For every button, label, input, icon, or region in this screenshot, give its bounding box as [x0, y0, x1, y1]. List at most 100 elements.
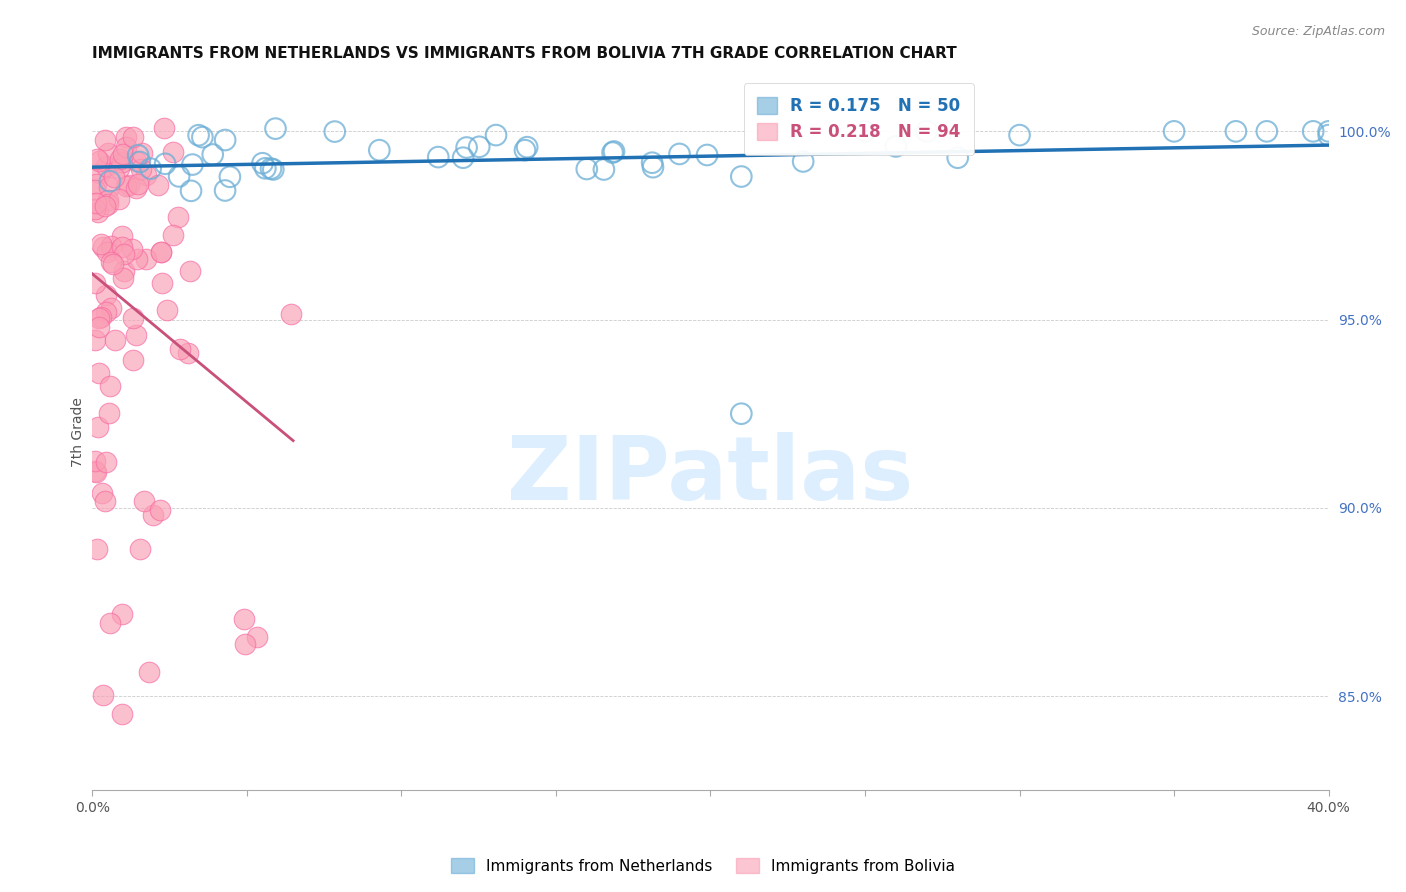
- Point: [468, 140, 491, 154]
- Point: [127, 252, 149, 267]
- Point: [84, 333, 107, 347]
- Point: [1317, 124, 1340, 138]
- Point: [115, 139, 138, 153]
- Point: [177, 345, 200, 359]
- Point: [191, 130, 214, 145]
- Point: [125, 154, 148, 169]
- Point: [264, 121, 287, 136]
- Point: [149, 245, 172, 260]
- Point: [323, 125, 346, 139]
- Point: [167, 169, 190, 184]
- Point: [100, 238, 122, 252]
- Point: [89, 154, 111, 169]
- Point: [121, 242, 143, 256]
- Point: [108, 152, 131, 166]
- Point: [219, 169, 242, 184]
- Point: [111, 607, 134, 622]
- Point: [111, 228, 134, 243]
- Point: [150, 276, 173, 290]
- Legend: R = 0.175   N = 50, R = 0.218   N = 94: R = 0.175 N = 50, R = 0.218 N = 94: [744, 83, 974, 154]
- Point: [93, 199, 115, 213]
- Point: [84, 453, 107, 467]
- Point: [884, 139, 907, 153]
- Point: [730, 407, 752, 421]
- Point: [1302, 124, 1324, 138]
- Point: [91, 688, 114, 702]
- Point: [181, 157, 204, 171]
- Point: [97, 407, 120, 421]
- Point: [162, 145, 184, 159]
- Point: [108, 161, 131, 176]
- Point: [84, 183, 107, 197]
- Point: [111, 706, 134, 721]
- Point: [97, 193, 120, 207]
- Point: [1163, 124, 1185, 138]
- Point: [730, 169, 752, 184]
- Point: [946, 151, 969, 165]
- Point: [128, 542, 150, 557]
- Point: [103, 169, 125, 184]
- Point: [641, 160, 664, 174]
- Point: [131, 145, 153, 160]
- Point: [1317, 128, 1340, 142]
- Point: [96, 305, 118, 319]
- Point: [201, 147, 224, 161]
- Point: [97, 196, 120, 211]
- Point: [915, 124, 938, 138]
- Point: [149, 245, 172, 260]
- Point: [233, 637, 256, 651]
- Point: [94, 159, 117, 173]
- Point: [602, 145, 624, 160]
- Point: [94, 133, 117, 147]
- Point: [152, 121, 174, 136]
- Point: [101, 257, 124, 271]
- Legend: Immigrants from Netherlands, Immigrants from Bolivia: Immigrants from Netherlands, Immigrants …: [446, 852, 960, 880]
- Point: [114, 179, 136, 194]
- Point: [100, 255, 122, 269]
- Point: [86, 153, 108, 167]
- Point: [98, 615, 121, 630]
- Point: [516, 140, 538, 154]
- Point: [87, 366, 110, 380]
- Point: [262, 162, 284, 177]
- Point: [91, 239, 114, 253]
- Text: IMMIGRANTS FROM NETHERLANDS VS IMMIGRANTS FROM BOLIVIA 7TH GRADE CORRELATION CHA: IMMIGRANTS FROM NETHERLANDS VS IMMIGRANT…: [93, 46, 957, 62]
- Point: [180, 184, 202, 198]
- Point: [111, 155, 134, 169]
- Point: [89, 165, 111, 179]
- Point: [84, 196, 107, 211]
- Point: [853, 124, 876, 138]
- Point: [603, 145, 626, 159]
- Point: [112, 247, 135, 261]
- Y-axis label: 7th Grade: 7th Grade: [72, 398, 86, 467]
- Point: [121, 129, 143, 144]
- Point: [104, 333, 127, 347]
- Point: [456, 140, 478, 154]
- Point: [179, 264, 201, 278]
- Point: [142, 508, 165, 523]
- Point: [134, 168, 156, 182]
- Point: [1008, 128, 1031, 142]
- Point: [108, 192, 131, 206]
- Point: [94, 493, 117, 508]
- Point: [87, 204, 110, 219]
- Point: [575, 161, 598, 176]
- Point: [114, 130, 136, 145]
- Point: [90, 237, 112, 252]
- Point: [97, 180, 120, 194]
- Point: [485, 128, 508, 142]
- Point: [100, 301, 122, 316]
- Point: [162, 228, 184, 243]
- Point: [138, 665, 160, 679]
- Point: [696, 148, 718, 162]
- Point: [214, 184, 236, 198]
- Point: [98, 174, 121, 188]
- Point: [254, 161, 277, 176]
- Point: [792, 154, 814, 169]
- Point: [149, 503, 172, 517]
- Point: [96, 288, 118, 302]
- Point: [139, 161, 162, 176]
- Point: [368, 143, 391, 157]
- Point: [451, 151, 474, 165]
- Point: [169, 342, 191, 356]
